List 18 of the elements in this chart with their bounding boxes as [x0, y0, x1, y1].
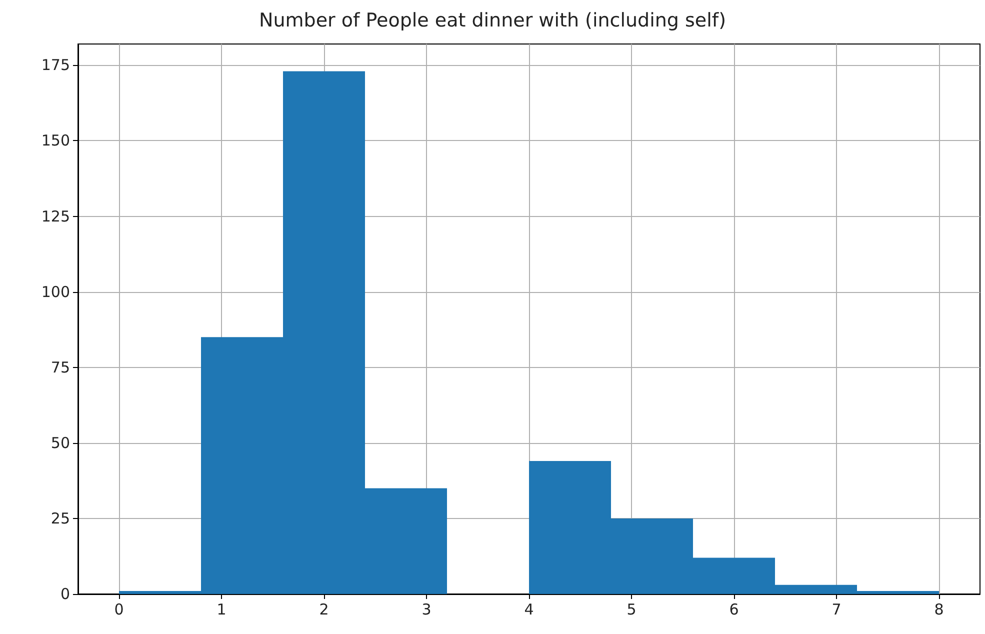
x-tick-label: 3: [422, 600, 432, 618]
x-tick-label: 0: [114, 600, 124, 618]
y-tick-label: 125: [41, 207, 70, 226]
y-tick-label: 75: [50, 358, 70, 376]
x-tick-label: 2: [319, 600, 329, 618]
x-tick-label: 5: [626, 600, 636, 618]
y-tick-label: 150: [41, 132, 70, 150]
x-tick-label: 7: [832, 600, 842, 618]
x-tick-label: 4: [524, 600, 534, 618]
y-tick-label: 25: [50, 509, 70, 528]
y-tick-label: 175: [41, 56, 70, 74]
chart-title: Number of People eat dinner with (including self): [259, 10, 726, 32]
x-tick-label: 8: [934, 600, 944, 618]
y-tick-label: 100: [41, 282, 70, 301]
y-tick-label: 50: [50, 434, 70, 452]
x-tick-label: 6: [729, 600, 739, 618]
y-tick-label: 0: [60, 585, 70, 603]
x-tick-label: 1: [216, 600, 226, 618]
